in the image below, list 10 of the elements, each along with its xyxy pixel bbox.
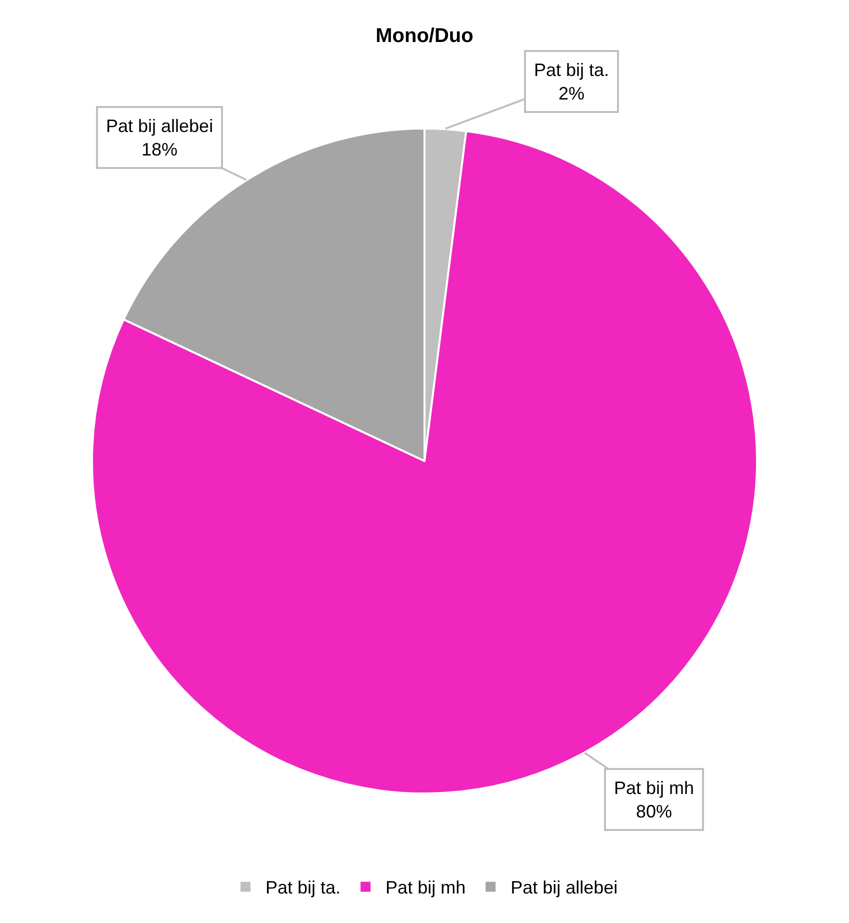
legend-label: Pat bij ta. [266, 878, 341, 898]
legend-label: Pat bij allebei [510, 878, 618, 898]
data-label: 18% [142, 139, 178, 160]
slice-label: Pat bij allebei [106, 116, 214, 136]
chart-title: Mono/Duo [376, 25, 474, 47]
slice-label: Pat bij ta. [534, 60, 610, 80]
slice-label: Pat bij mh [614, 778, 694, 798]
data-label: 80% [636, 801, 672, 822]
data-label: 2% [558, 83, 585, 104]
legend-label: Pat bij mh [386, 878, 466, 898]
